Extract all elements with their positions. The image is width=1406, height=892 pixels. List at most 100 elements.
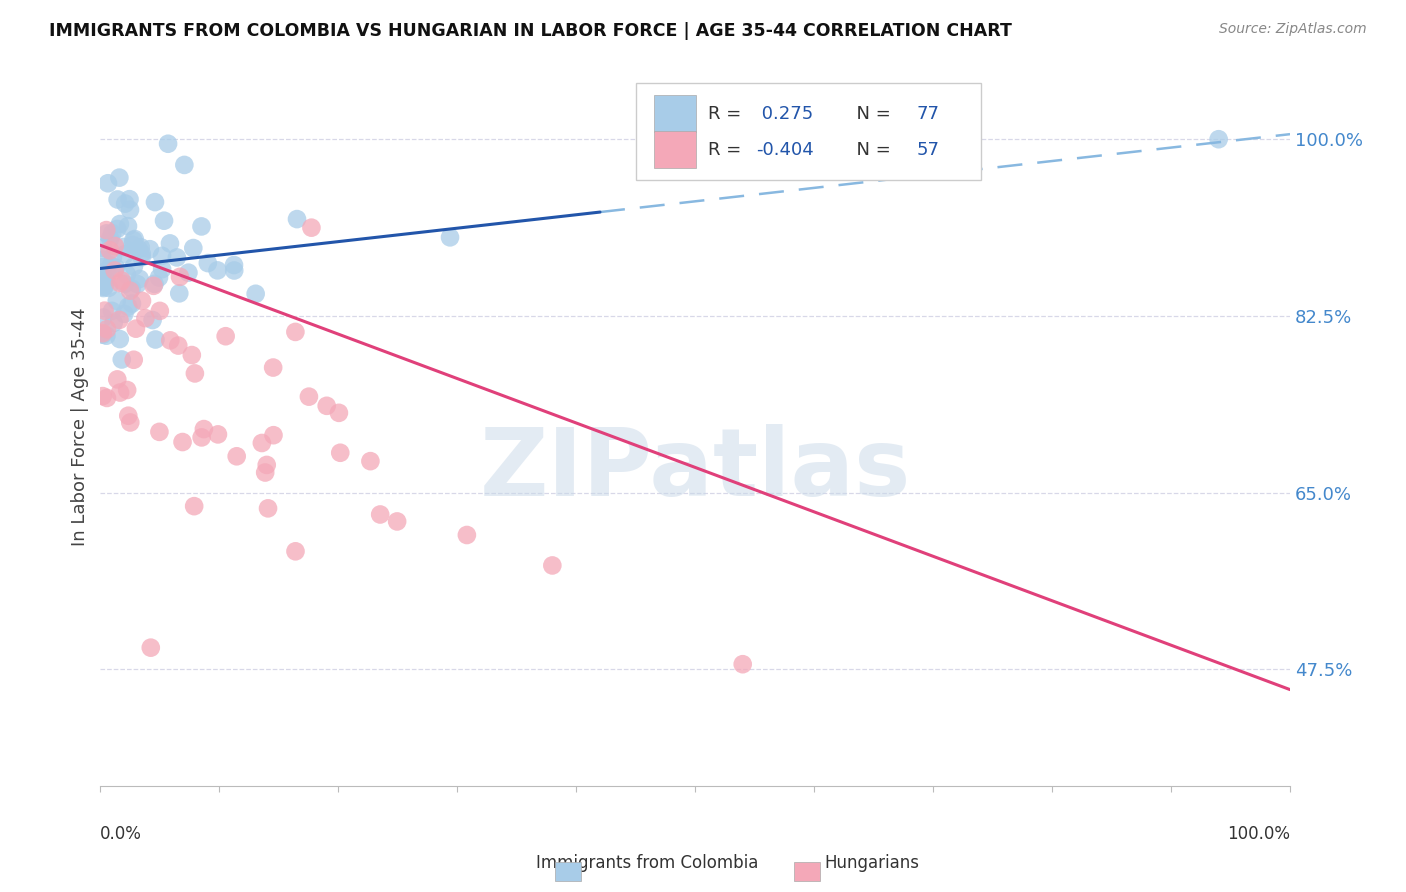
Point xyxy=(114,196,136,211)
Point xyxy=(139,640,162,655)
Point xyxy=(139,242,162,256)
Point xyxy=(120,416,142,430)
Point xyxy=(177,266,200,280)
Point xyxy=(104,260,127,275)
Point xyxy=(359,454,381,468)
Point xyxy=(284,325,307,339)
Point xyxy=(298,390,321,404)
Point xyxy=(256,458,278,472)
Point xyxy=(169,269,191,284)
Point xyxy=(104,263,127,277)
Point xyxy=(100,259,122,273)
Point xyxy=(115,268,138,282)
Point xyxy=(94,264,117,278)
Point xyxy=(105,372,128,386)
Point xyxy=(183,499,205,513)
Point xyxy=(368,508,391,522)
Point xyxy=(301,220,323,235)
Point xyxy=(120,284,142,298)
Point xyxy=(96,273,118,287)
Point xyxy=(97,176,120,190)
Point xyxy=(207,263,229,277)
Point xyxy=(108,276,131,290)
Point xyxy=(150,249,173,263)
Text: 100.0%: 100.0% xyxy=(1227,825,1291,843)
Point xyxy=(222,258,245,272)
Point xyxy=(257,501,280,516)
Point xyxy=(131,293,153,308)
Point xyxy=(91,260,114,275)
Point xyxy=(91,241,114,255)
Point xyxy=(91,327,114,342)
Y-axis label: In Labor Force | Age 35-44: In Labor Force | Age 35-44 xyxy=(72,308,89,546)
Point xyxy=(142,313,165,327)
Point xyxy=(207,427,229,442)
Point xyxy=(101,250,124,264)
Point xyxy=(142,278,165,293)
Point xyxy=(93,281,115,295)
Point xyxy=(98,231,121,245)
Text: -0.404: -0.404 xyxy=(756,141,814,159)
Point xyxy=(157,136,180,151)
Text: R =: R = xyxy=(709,141,747,159)
Text: 0.275: 0.275 xyxy=(756,104,813,123)
Point xyxy=(96,328,118,343)
Point xyxy=(93,303,115,318)
Point xyxy=(129,240,152,254)
Text: 0.0%: 0.0% xyxy=(100,825,142,843)
Point xyxy=(167,338,190,352)
Point xyxy=(108,385,131,400)
Point xyxy=(190,430,212,444)
Point xyxy=(93,310,115,325)
Point xyxy=(114,277,136,291)
Text: R =: R = xyxy=(709,104,747,123)
Point xyxy=(108,332,131,346)
Point xyxy=(128,242,150,256)
Point xyxy=(250,436,273,450)
Point xyxy=(117,300,139,314)
Point xyxy=(148,425,170,439)
Point xyxy=(105,222,128,236)
Point xyxy=(103,316,125,330)
Point xyxy=(115,383,138,397)
Point xyxy=(111,274,134,288)
Point xyxy=(122,233,145,247)
Text: Hungarians: Hungarians xyxy=(824,855,920,872)
Point xyxy=(254,466,277,480)
Point xyxy=(224,263,246,277)
Text: Immigrants from Colombia: Immigrants from Colombia xyxy=(536,855,758,872)
Point xyxy=(108,170,131,185)
Point xyxy=(145,333,167,347)
Point xyxy=(245,286,267,301)
Point xyxy=(96,223,118,237)
Point xyxy=(91,326,114,341)
Point xyxy=(125,321,148,335)
Point xyxy=(124,232,146,246)
Point xyxy=(91,252,114,267)
Point xyxy=(541,558,564,573)
Point xyxy=(159,334,181,348)
Point xyxy=(101,227,124,241)
Point xyxy=(173,158,195,172)
Text: Source: ZipAtlas.com: Source: ZipAtlas.com xyxy=(1219,22,1367,37)
Point xyxy=(91,389,114,403)
Text: IMMIGRANTS FROM COLOMBIA VS HUNGARIAN IN LABOR FORCE | AGE 35-44 CORRELATION CHA: IMMIGRANTS FROM COLOMBIA VS HUNGARIAN IN… xyxy=(49,22,1012,40)
Point xyxy=(284,544,307,558)
Point xyxy=(197,256,219,270)
Point xyxy=(114,247,136,261)
Point xyxy=(118,202,141,217)
Text: N =: N = xyxy=(845,104,897,123)
Point xyxy=(169,286,191,301)
Point xyxy=(117,409,139,423)
Text: 77: 77 xyxy=(917,104,939,123)
Point xyxy=(91,268,114,283)
Point xyxy=(329,446,352,460)
Point xyxy=(121,282,143,296)
Point xyxy=(193,422,215,436)
Point xyxy=(91,279,114,293)
Point xyxy=(112,307,135,321)
Point xyxy=(143,277,166,291)
Point xyxy=(96,391,118,405)
Point xyxy=(456,528,478,542)
Point xyxy=(93,279,115,293)
